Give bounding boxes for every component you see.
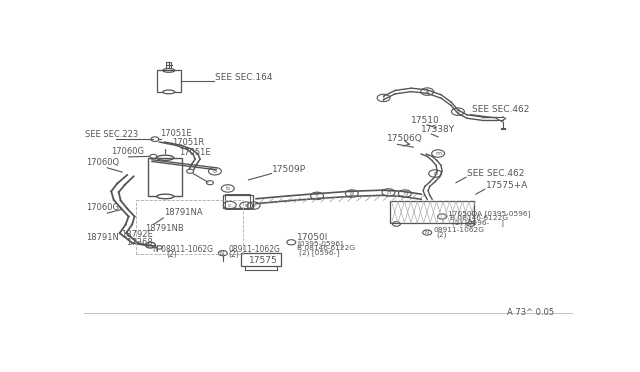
Text: [0395-0596]: [0395-0596]	[297, 240, 343, 247]
Text: SEE SEC.164: SEE SEC.164	[215, 73, 273, 82]
Text: SEE SEC.223: SEE SEC.223	[85, 130, 138, 139]
Bar	[390, 201, 474, 223]
Text: 17050DA [0395-0596]: 17050DA [0395-0596]	[448, 210, 531, 217]
Text: 17575: 17575	[249, 256, 277, 264]
Text: m: m	[435, 151, 441, 156]
Text: 17051E: 17051E	[179, 148, 211, 157]
Text: 17338Y: 17338Y	[421, 125, 456, 134]
Text: e: e	[252, 203, 255, 208]
Text: B 08146-6122G: B 08146-6122G	[450, 215, 508, 221]
Text: (2): (2)	[436, 231, 447, 238]
Text: 17510: 17510	[412, 116, 440, 125]
Text: 17060G: 17060G	[111, 147, 144, 156]
Text: h: h	[403, 191, 407, 196]
Bar	[166, 62, 172, 68]
Bar	[241, 253, 281, 266]
Text: N: N	[220, 251, 223, 256]
Text: 17051E: 17051E	[161, 129, 192, 138]
Text: 17506Q: 17506Q	[387, 134, 422, 144]
Bar	[157, 70, 180, 92]
Text: 17060G: 17060G	[86, 203, 119, 212]
Text: (2): (2)	[229, 250, 239, 260]
Text: SEE SEC.462: SEE SEC.462	[467, 169, 524, 178]
Text: f: f	[316, 193, 318, 198]
Text: o: o	[213, 169, 217, 174]
Bar	[148, 158, 182, 196]
Text: (2) [0596-     ]: (2) [0596- ]	[452, 219, 504, 226]
Bar	[223, 195, 253, 208]
Text: B 08146-6122G: B 08146-6122G	[297, 246, 355, 251]
Text: 08911-1062G: 08911-1062G	[433, 227, 484, 233]
Text: 17060Q: 17060Q	[86, 158, 119, 167]
Text: 18792E: 18792E	[121, 230, 152, 240]
Text: k: k	[425, 89, 429, 94]
Text: b: b	[226, 186, 230, 191]
Text: 17368: 17368	[125, 238, 152, 247]
Text: 17050I: 17050I	[297, 233, 328, 242]
Text: 18791NA: 18791NA	[164, 208, 203, 217]
Text: N 08911-1062G: N 08911-1062G	[154, 245, 213, 254]
Text: ]: ]	[332, 250, 340, 256]
Text: j: j	[383, 95, 385, 101]
Text: A 73^ 0.05: A 73^ 0.05	[507, 308, 554, 317]
Text: n: n	[433, 171, 437, 176]
Bar	[225, 194, 250, 209]
Ellipse shape	[157, 194, 173, 199]
Text: d: d	[244, 203, 248, 208]
Text: (2) [0596-: (2) [0596-	[300, 250, 337, 256]
Text: (2): (2)	[167, 250, 177, 259]
Text: h: h	[387, 190, 390, 195]
Text: 08911-1062G: 08911-1062G	[229, 245, 281, 254]
Text: 18791N: 18791N	[86, 233, 119, 242]
Text: N: N	[424, 230, 428, 235]
Text: 17575+A: 17575+A	[486, 181, 528, 190]
Text: g: g	[350, 191, 354, 196]
Text: 17509P: 17509P	[273, 165, 307, 174]
Text: 17051R: 17051R	[172, 138, 204, 147]
Text: l: l	[457, 109, 459, 115]
Ellipse shape	[163, 90, 175, 94]
Text: c: c	[228, 202, 232, 208]
Text: 18791NB: 18791NB	[145, 224, 184, 233]
Text: SEE SEC.462: SEE SEC.462	[472, 105, 529, 114]
